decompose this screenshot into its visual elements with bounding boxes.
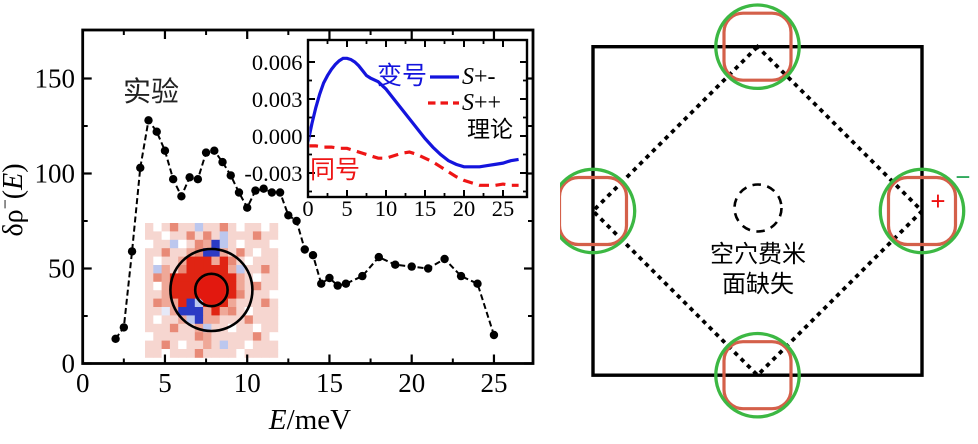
inset-x-tick-label: 5 bbox=[341, 196, 352, 221]
inset-y-tick-label: 0.006 bbox=[252, 50, 303, 75]
inset-y-tick-label: -0.003 bbox=[244, 161, 302, 186]
y-tick-label: 150 bbox=[35, 64, 76, 94]
inset-x-tick-label: 20 bbox=[453, 196, 476, 221]
heatmap-inner-circle bbox=[193, 272, 229, 308]
pocket-inner-contour bbox=[722, 340, 793, 411]
pocket-outer-contour bbox=[878, 167, 966, 255]
right-panel-fermi-surface-diagram: 空穴费米面缺失 + − bbox=[560, 0, 978, 444]
inset-x-tick-label: 15 bbox=[414, 196, 437, 221]
same-sign-label: 同号 bbox=[310, 157, 360, 184]
x-axis-title: E/meV bbox=[268, 404, 351, 436]
inset-x-tick-label: 0 bbox=[302, 196, 313, 221]
afm-zone-boundary-diamond bbox=[590, 44, 925, 378]
legend-label-s-plus-minus: S+- bbox=[462, 64, 496, 90]
pocket-outer-contour bbox=[560, 167, 637, 255]
inset-x-tick-label: 10 bbox=[375, 196, 398, 221]
s-plus-plus-curve bbox=[309, 144, 519, 187]
qpi-heatmap-inset bbox=[145, 223, 279, 358]
y-tick-label: 0 bbox=[62, 349, 76, 379]
plus-sign-label: + bbox=[930, 186, 945, 216]
qpi-amplitude-chart: 0510152025050100150δρ−(E)E/meV实验0.0060.0… bbox=[0, 28, 535, 436]
x-tick-label: 0 bbox=[76, 368, 90, 398]
pocket-inner-contour bbox=[886, 175, 958, 247]
pocket-outer-contour bbox=[714, 3, 801, 91]
legend-label-s-plus-plus: S++ bbox=[462, 90, 501, 116]
left-panel-qpi-chart: 0510152025050100150δρ−(E)E/meV实验0.0060.0… bbox=[0, 28, 535, 436]
sign-change-label: 变号 bbox=[377, 62, 427, 90]
x-tick-label: 10 bbox=[234, 368, 261, 398]
y-tick-label: 100 bbox=[35, 159, 76, 189]
experiment-curve bbox=[111, 116, 499, 343]
inset-x-tick-label: 25 bbox=[492, 196, 515, 221]
missing-hole-fermi-label-line2: 面缺失 bbox=[722, 271, 794, 298]
electron-pocket-right bbox=[878, 167, 966, 255]
inset-y-tick-label: 0.003 bbox=[252, 87, 303, 112]
electron-pocket-top bbox=[714, 3, 801, 91]
brillouin-zone-square bbox=[591, 45, 924, 377]
missing-hole-fermi-label-line1: 空穴费米 bbox=[710, 241, 806, 268]
electron-pocket-bottom bbox=[714, 331, 801, 419]
x-tick-label: 20 bbox=[398, 368, 425, 398]
x-tick-label: 15 bbox=[316, 368, 343, 398]
experiment-label: 实验 bbox=[123, 76, 179, 108]
s-plus-minus-curve bbox=[309, 56, 519, 169]
heatmap-outer-circle bbox=[169, 247, 254, 333]
theory-label: 理论 bbox=[467, 117, 513, 142]
x-tick-label: 5 bbox=[158, 368, 172, 398]
minus-sign-label: − bbox=[955, 162, 970, 192]
y-axis-title: δρ−(E) bbox=[0, 163, 29, 236]
pocket-inner-contour bbox=[560, 175, 629, 247]
pocket-outer-contour bbox=[714, 331, 801, 419]
electron-pocket-left bbox=[560, 167, 637, 255]
x-tick-label: 25 bbox=[480, 368, 507, 398]
pocket-inner-contour bbox=[722, 11, 793, 82]
missing-hole-pocket-circle bbox=[733, 183, 783, 233]
inset-y-tick-label: 0.000 bbox=[252, 124, 303, 149]
y-tick-label: 50 bbox=[48, 254, 75, 284]
